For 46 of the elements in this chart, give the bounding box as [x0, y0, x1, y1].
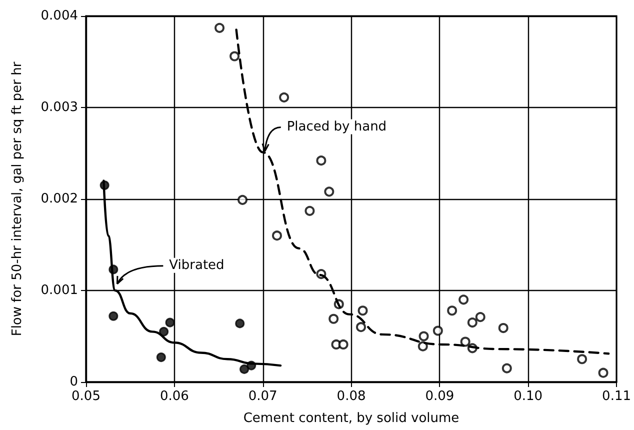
point [328, 314, 339, 324]
annotation: Vibrated [169, 258, 224, 273]
point [418, 331, 429, 342]
x-tick-label: 0.07 [248, 389, 278, 404]
point [279, 92, 290, 102]
x-tick-label: 0.09 [425, 389, 454, 404]
point [316, 156, 326, 166]
y-tick-label: 0.002 [40, 192, 78, 206]
annotation: Placed by hand [286, 119, 387, 134]
point [577, 354, 588, 364]
point [358, 306, 368, 316]
x-tick-label: 0.11 [602, 389, 632, 404]
y-tick-label: 0 [70, 374, 78, 390]
point [432, 326, 443, 336]
point [108, 311, 118, 321]
point [356, 322, 366, 332]
y-axis-title: Flow for 50-hr interval, gal per sq ft per hr [10, 61, 25, 336]
point [338, 339, 348, 350]
point [159, 326, 169, 336]
point [235, 318, 245, 328]
point [214, 22, 225, 33]
point [238, 194, 248, 205]
y-tick-label: 0.004 [40, 8, 78, 24]
point [598, 368, 608, 378]
x-axis-title: Cement content, by solid volume [243, 411, 460, 426]
y-tick-label: 0.001 [40, 283, 78, 298]
x-tick-label: 0.10 [514, 389, 543, 404]
point [230, 51, 240, 62]
point [460, 336, 470, 347]
point [156, 352, 166, 362]
y-tick-label: 0.003 [40, 100, 78, 115]
point [502, 363, 512, 374]
x-tick-label: 0.05 [72, 389, 100, 404]
point [418, 341, 428, 352]
point [240, 364, 250, 374]
point [304, 206, 315, 216]
point [324, 186, 334, 197]
point [272, 230, 282, 241]
x-tick-label: 0.06 [160, 389, 189, 404]
point [498, 323, 508, 334]
point [165, 318, 175, 328]
point [458, 294, 469, 305]
x-tick-label: 0.08 [336, 389, 366, 404]
point [467, 318, 478, 328]
point [447, 306, 458, 316]
point [475, 312, 486, 322]
